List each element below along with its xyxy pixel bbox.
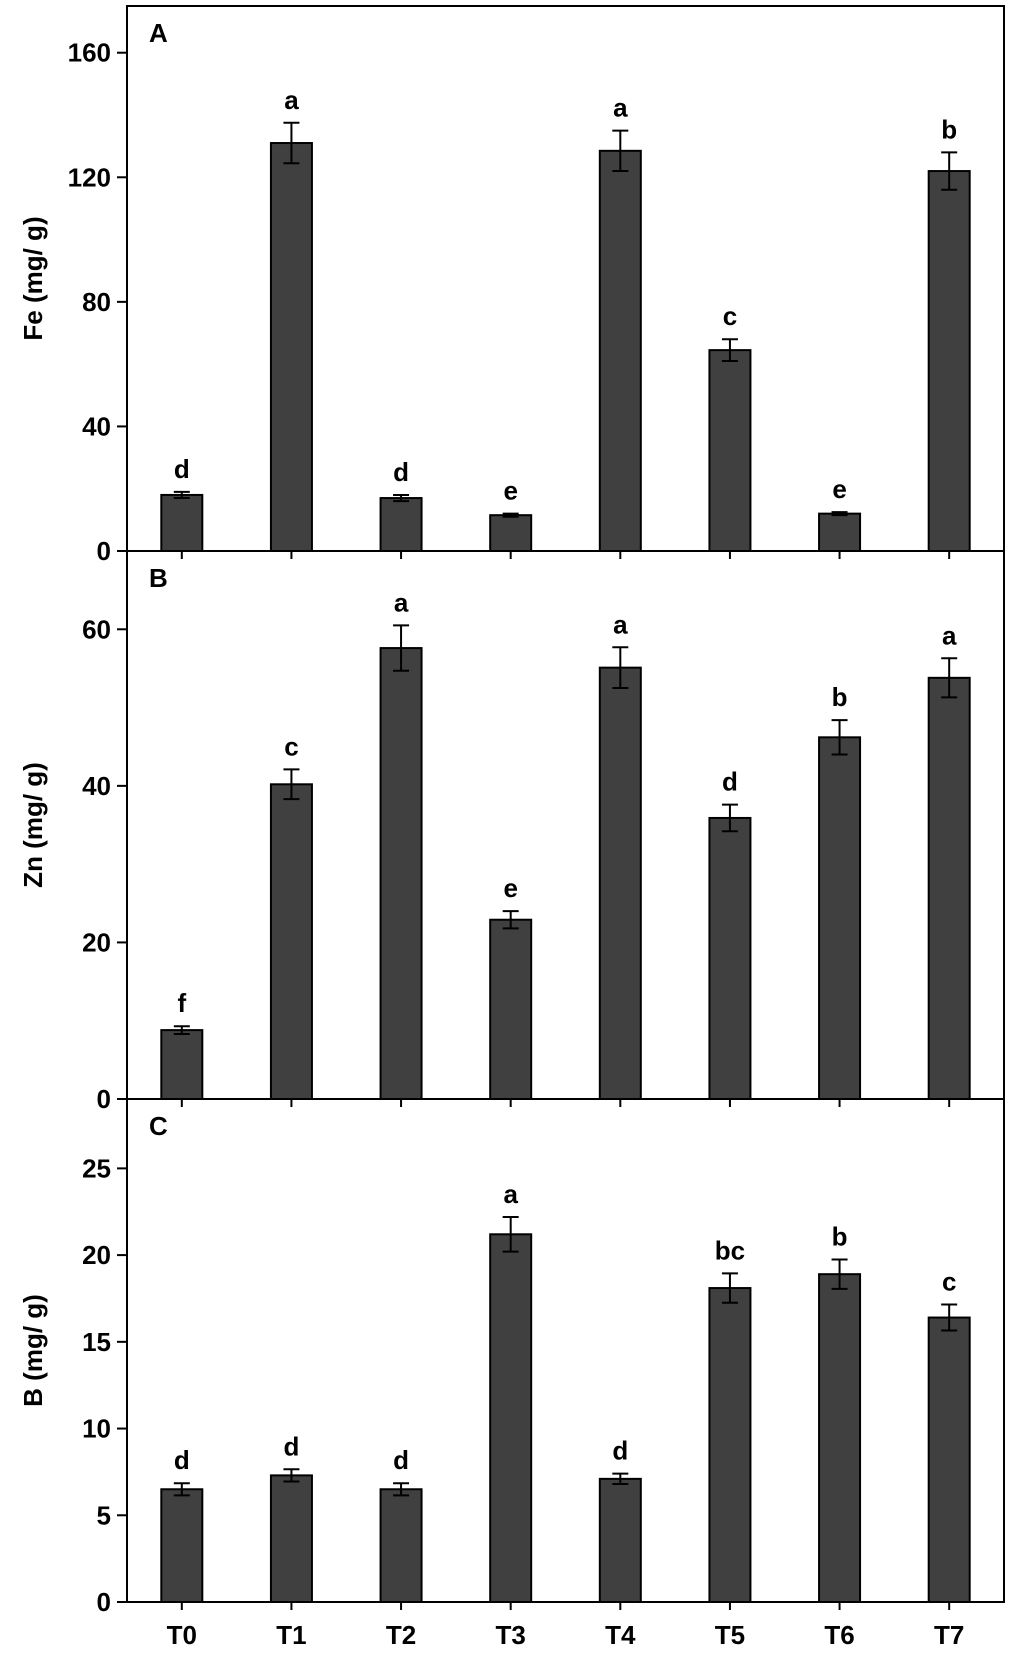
significance-letter: a bbox=[284, 85, 299, 115]
y-tick-label: 60 bbox=[82, 614, 111, 644]
bar-T0 bbox=[160, 493, 204, 553]
significance-letter: d bbox=[174, 454, 190, 484]
significance-letter: e bbox=[503, 873, 517, 903]
bar-T1 bbox=[269, 142, 313, 552]
panel-label: A bbox=[149, 18, 168, 48]
y-tick-label: 80 bbox=[82, 287, 111, 317]
panel-label: B bbox=[149, 563, 168, 593]
significance-letter: b bbox=[941, 114, 957, 144]
y-axis-label: Fe (mg/ g) bbox=[18, 216, 48, 340]
significance-letter: e bbox=[832, 474, 846, 504]
significance-letter: a bbox=[942, 620, 957, 650]
significance-letter: d bbox=[174, 1445, 190, 1475]
y-tick-label: 0 bbox=[97, 1084, 111, 1114]
x-category-label: T4 bbox=[605, 1620, 636, 1650]
y-tick-label: 15 bbox=[82, 1327, 111, 1357]
significance-letter: d bbox=[393, 457, 409, 487]
x-category-label: T0 bbox=[167, 1620, 197, 1650]
y-tick-label: 0 bbox=[97, 536, 111, 566]
panel-frame-C bbox=[126, 1098, 1005, 1603]
significance-letter: f bbox=[177, 988, 186, 1018]
significance-letter: e bbox=[503, 476, 517, 506]
bar-T6 bbox=[818, 512, 862, 553]
bar-T4 bbox=[598, 149, 642, 552]
significance-letter: d bbox=[393, 1445, 409, 1475]
y-tick-label: 40 bbox=[82, 771, 111, 801]
y-axis-label: B (mg/ g) bbox=[18, 1294, 48, 1407]
significance-letter: a bbox=[503, 1179, 518, 1209]
y-tick-label: 25 bbox=[82, 1153, 111, 1183]
y-tick-label: 0 bbox=[97, 1587, 111, 1617]
x-category-label: T3 bbox=[496, 1620, 526, 1650]
bar-T7 bbox=[927, 1316, 971, 1603]
bar-T6 bbox=[818, 736, 862, 1100]
panel-frame-B bbox=[126, 550, 1005, 1100]
significance-letter: b bbox=[832, 1221, 848, 1251]
y-axis-label: Zn (mg/ g) bbox=[18, 762, 48, 888]
y-tick-label: 20 bbox=[82, 1240, 111, 1270]
panel-frame-A bbox=[126, 5, 1005, 552]
bar-T3 bbox=[489, 1233, 533, 1604]
y-tick-label: 160 bbox=[68, 38, 111, 68]
bar-T7 bbox=[927, 170, 971, 553]
significance-letter: d bbox=[283, 1431, 299, 1461]
bar-T3 bbox=[489, 514, 533, 553]
y-tick-label: 120 bbox=[68, 162, 111, 192]
bar-T2 bbox=[379, 1488, 423, 1604]
significance-letter: a bbox=[613, 609, 628, 639]
bar-T1 bbox=[269, 1474, 313, 1604]
y-tick-label: 10 bbox=[82, 1414, 111, 1444]
panel-label: C bbox=[149, 1111, 168, 1141]
significance-letter: c bbox=[942, 1267, 956, 1297]
y-tick-label: 20 bbox=[82, 927, 111, 957]
significance-letter: a bbox=[613, 93, 628, 123]
significance-letter: b bbox=[832, 682, 848, 712]
x-category-label: T7 bbox=[934, 1620, 964, 1650]
x-category-label: T2 bbox=[386, 1620, 416, 1650]
bar-T2 bbox=[379, 647, 423, 1100]
bar-T0 bbox=[160, 1488, 204, 1604]
y-tick-label: 5 bbox=[97, 1500, 111, 1530]
bar-T2 bbox=[379, 497, 423, 552]
bar-T1 bbox=[269, 783, 313, 1100]
x-category-label: T6 bbox=[824, 1620, 854, 1650]
bar-T4 bbox=[598, 666, 642, 1100]
bar-T5 bbox=[708, 1287, 752, 1603]
significance-letter: c bbox=[284, 731, 298, 761]
significance-letter: d bbox=[612, 1436, 628, 1466]
x-category-label: T1 bbox=[276, 1620, 306, 1650]
bar-T3 bbox=[489, 918, 533, 1100]
bar-T5 bbox=[708, 816, 752, 1100]
bar-T6 bbox=[818, 1273, 862, 1603]
significance-letter: c bbox=[723, 301, 737, 331]
x-category-label: T5 bbox=[715, 1620, 745, 1650]
bar-T0 bbox=[160, 1029, 204, 1100]
bar-T7 bbox=[927, 676, 971, 1101]
bar-T5 bbox=[708, 349, 752, 552]
bar-T4 bbox=[598, 1477, 642, 1603]
significance-letter: d bbox=[722, 767, 738, 797]
significance-letter: bc bbox=[715, 1235, 745, 1265]
y-tick-label: 40 bbox=[82, 411, 111, 441]
significance-letter: a bbox=[394, 587, 409, 617]
